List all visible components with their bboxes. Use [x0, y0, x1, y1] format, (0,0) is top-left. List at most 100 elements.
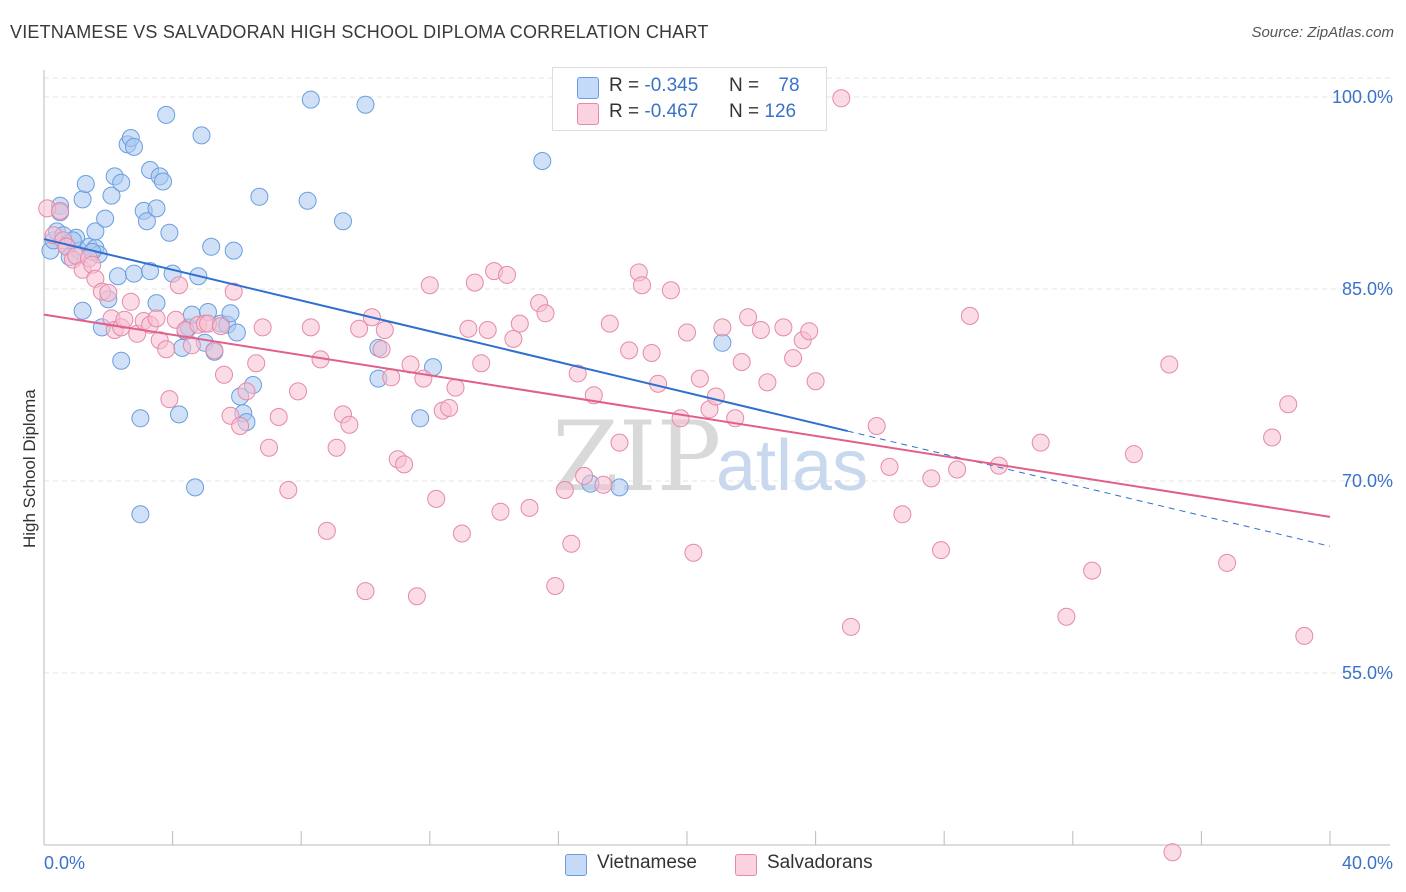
vietnamese-point: [533, 152, 552, 170]
salvadorans-point: [327, 438, 346, 457]
salvadorans-point: [568, 364, 587, 383]
salvadorans-point: [536, 304, 555, 323]
vietnamese-trend-line: [43, 238, 848, 433]
vietnamese-point: [112, 173, 131, 192]
vietnamese-point: [147, 294, 166, 313]
vietnamese-point: [221, 304, 240, 323]
salvadorans-point: [678, 323, 696, 342]
vietnamese-point: [301, 90, 320, 109]
vietnamese-point: [356, 95, 375, 114]
vietnamese-point: [73, 190, 92, 209]
salvadorans-point: [1163, 843, 1182, 862]
salvadorans-point: [1057, 607, 1076, 626]
salvadorans-point: [671, 409, 690, 428]
salvadorans-point: [713, 318, 732, 337]
salvadorans-point: [182, 336, 201, 355]
chart-source: Source: ZipAtlas.com: [1251, 24, 1394, 41]
salvadorans-point: [121, 292, 140, 311]
vietnamese-point: [298, 191, 317, 210]
vietnamese-legend-label: Vietnamese: [597, 852, 697, 873]
salvadorans-point: [205, 341, 224, 360]
vietnamese-point: [192, 126, 211, 145]
watermark-atlas: atlas: [716, 426, 868, 506]
x-tick-label: 40.0%: [1342, 853, 1393, 873]
x-tick-labels: 0.0% 40.0%: [44, 853, 1393, 873]
salvadorans-point: [867, 417, 886, 435]
vietnamese-point: [224, 241, 243, 260]
vietnamese-point: [147, 199, 166, 218]
salvadorans-point: [375, 321, 394, 339]
vietnamese-point: [102, 186, 121, 205]
vietnamese-point: [131, 409, 150, 428]
salvadorans-point: [706, 387, 725, 406]
salvadorans-point: [465, 273, 484, 292]
salvadorans-point: [301, 318, 320, 337]
vietnamese-point: [610, 478, 629, 497]
salvadorans-point: [510, 314, 529, 333]
salvadorans-point: [427, 489, 446, 508]
salvadorans-point: [356, 582, 375, 601]
salvadorans-point: [520, 498, 539, 517]
y-tick-labels: 55.0% 70.0% 85.0% 100.0%: [1332, 87, 1393, 683]
salvadorans-point: [555, 481, 574, 499]
salvadorans-point: [932, 541, 950, 560]
vietnamese-legend-swatch: [565, 854, 587, 876]
salvadorans-point: [661, 281, 680, 300]
salvadorans-point: [880, 457, 899, 476]
salvadorans-point: [690, 369, 709, 388]
salvadorans-point: [922, 469, 941, 488]
salvadorans-point: [758, 373, 777, 392]
trend-lines: [43, 238, 1331, 547]
n-stat: N = 78: [729, 75, 800, 96]
salvadorans-point: [784, 349, 803, 368]
vietnamese-point: [202, 237, 221, 256]
salvadorans-point: [751, 321, 770, 339]
vietnamese-point: [125, 137, 143, 156]
salvadorans-point: [1031, 433, 1050, 452]
salvadorans-point: [350, 319, 369, 338]
y-tick-label: 100.0%: [1332, 87, 1393, 107]
n-stat: N = 126: [729, 101, 797, 122]
vietnamese-point: [160, 223, 179, 242]
salvadorans-point: [600, 314, 619, 333]
vietnamese-point: [141, 262, 160, 281]
y-axis-label: High School Diploma: [20, 389, 39, 548]
salvadorans-point: [157, 340, 176, 359]
salvadorans-point: [806, 372, 825, 391]
salvadorans-point: [1218, 553, 1237, 572]
salvadorans-point: [452, 524, 471, 543]
salvadorans-point: [575, 466, 594, 485]
salvadorans-point: [237, 382, 256, 401]
salvadorans-point: [842, 617, 860, 636]
vietnamese-point: [125, 264, 143, 283]
salvadorans-legend-swatch: [735, 854, 757, 876]
salvadorans-point: [1083, 561, 1102, 580]
salvadorans-point: [382, 368, 401, 387]
salvadorans-point: [620, 341, 639, 360]
salvadorans-point: [472, 354, 491, 373]
salvadorans-point: [446, 378, 465, 397]
salvadorans-point: [247, 354, 266, 373]
salvadorans-point: [279, 481, 298, 499]
salvadorans-point: [594, 475, 613, 494]
vietnamese-trend-extension: [847, 430, 1331, 547]
salvadorans-point: [440, 399, 459, 417]
salvadorans-point: [774, 318, 793, 337]
salvadorans-point: [340, 415, 359, 434]
vietnamese-point: [227, 323, 246, 342]
gridlines: [44, 77, 1390, 674]
stats-legend: R = -0.345 N = 78 R = -0.467 N = 126: [552, 67, 827, 131]
vietnamese-point: [96, 209, 115, 228]
salvadorans-point: [948, 460, 967, 479]
salvadorans-point: [1279, 395, 1298, 414]
salvadorans-point: [170, 276, 188, 295]
salvadorans-point: [633, 276, 651, 295]
vietnamese-point: [411, 409, 430, 428]
salvadorans-point: [395, 455, 414, 474]
vietnamese-point: [170, 405, 188, 424]
watermark-zip: ZIP: [552, 401, 721, 513]
salvadorans-point: [800, 322, 819, 341]
vietnamese-point: [137, 212, 156, 231]
salvadorans-point: [224, 282, 243, 301]
salvadorans-point: [960, 306, 979, 325]
